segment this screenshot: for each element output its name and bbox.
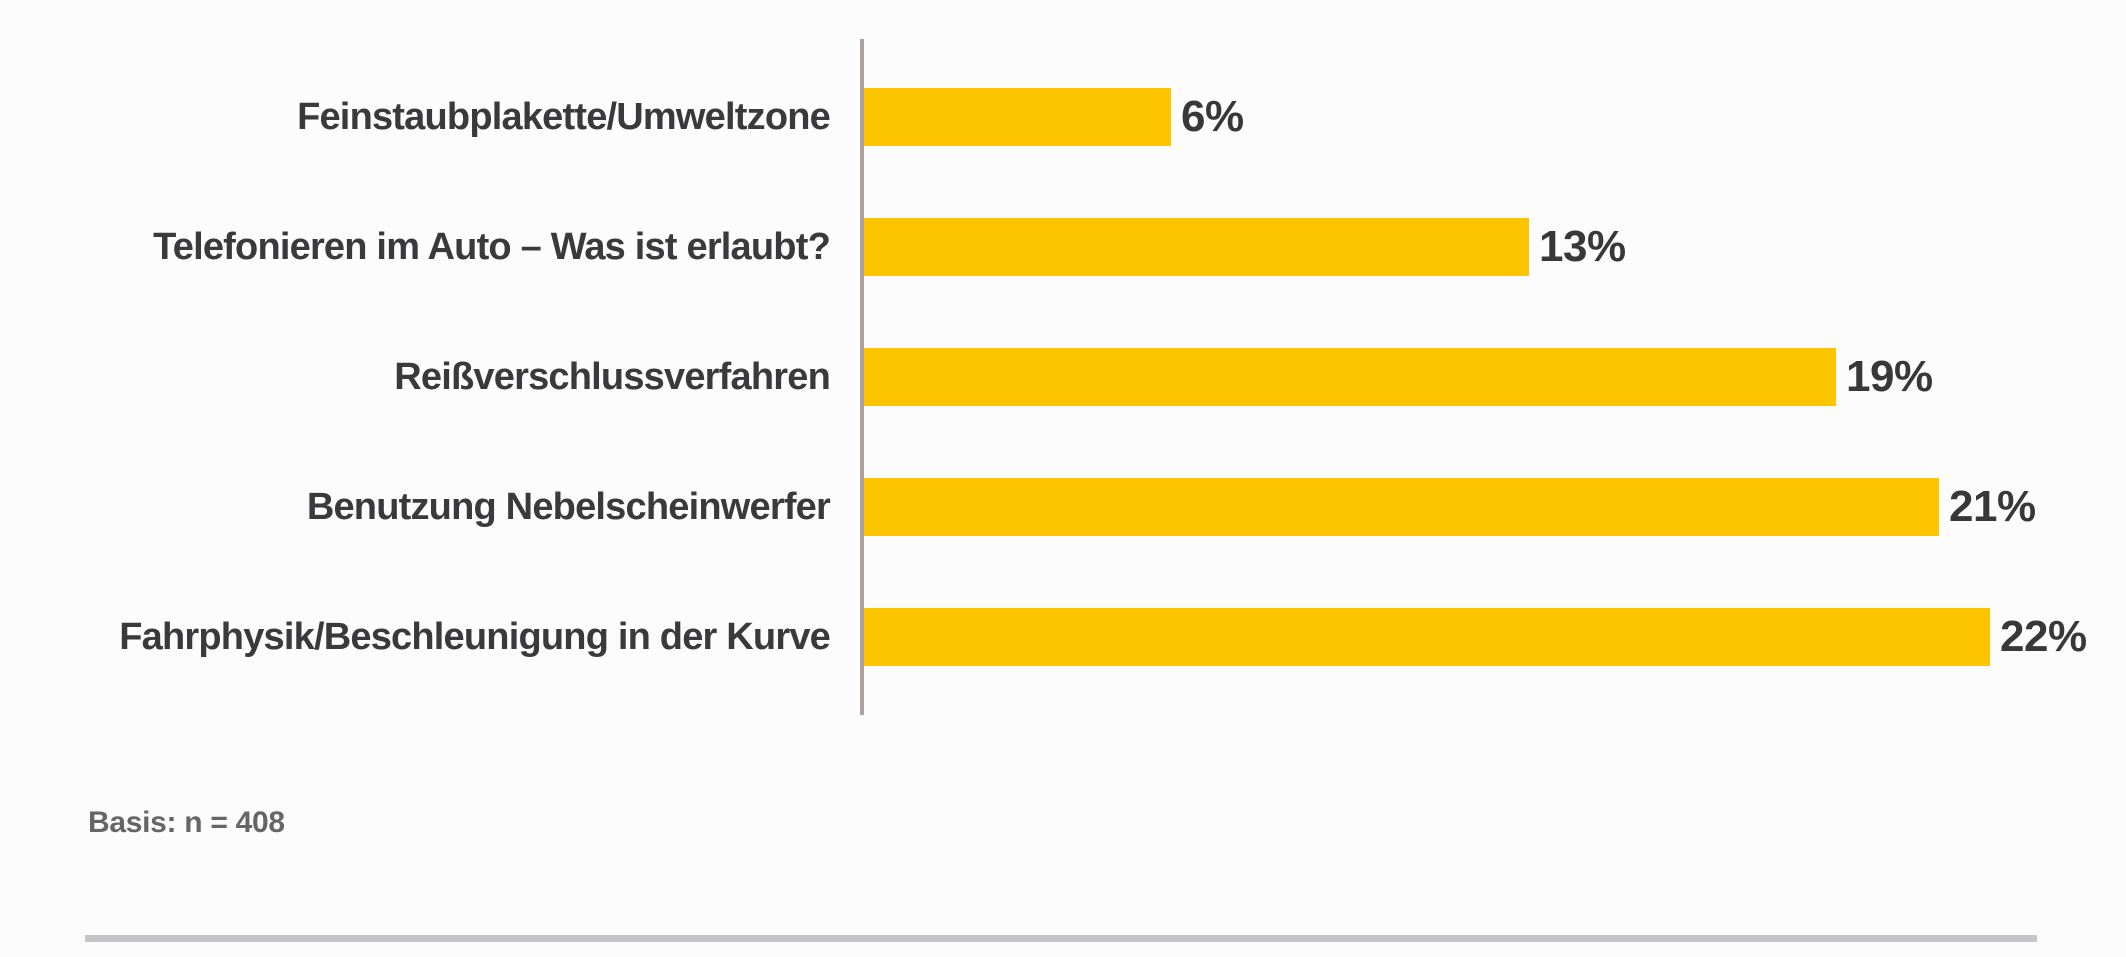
basis-note: Basis: n = 408 [88, 806, 285, 839]
bar [864, 478, 1939, 536]
y-axis-line [860, 39, 864, 715]
bar [864, 348, 1836, 406]
bar [864, 88, 1171, 146]
category-label: Feinstaubplakette/Umweltzone [297, 96, 831, 138]
bar-row: Reißverschlussverfahren 19% [0, 348, 2126, 406]
category-label: Reißverschlussverfahren [394, 356, 831, 398]
value-label: 21% [1949, 482, 2036, 531]
bottom-divider-line [85, 935, 2037, 942]
bar-row: Benutzung Nebelscheinwerfer 21% [0, 478, 2126, 536]
value-label: 22% [2000, 612, 2087, 661]
bar [864, 608, 1990, 666]
value-label: 19% [1846, 352, 1933, 401]
bar-row: Fahrphysik/Beschleunigung in der Kurve 2… [0, 608, 2126, 666]
bar-row: Feinstaubplakette/Umweltzone 6% [0, 88, 2126, 146]
bar [864, 218, 1529, 276]
value-label: 13% [1539, 222, 1626, 271]
value-label: 6% [1181, 92, 1244, 141]
category-label: Benutzung Nebelscheinwerfer [306, 486, 831, 528]
category-label: Telefonieren im Auto – Was ist erlaubt? [153, 226, 831, 268]
category-label: Fahrphysik/Beschleunigung in der Kurve [119, 616, 831, 658]
bar-row: Telefonieren im Auto – Was ist erlaubt? … [0, 218, 2126, 276]
